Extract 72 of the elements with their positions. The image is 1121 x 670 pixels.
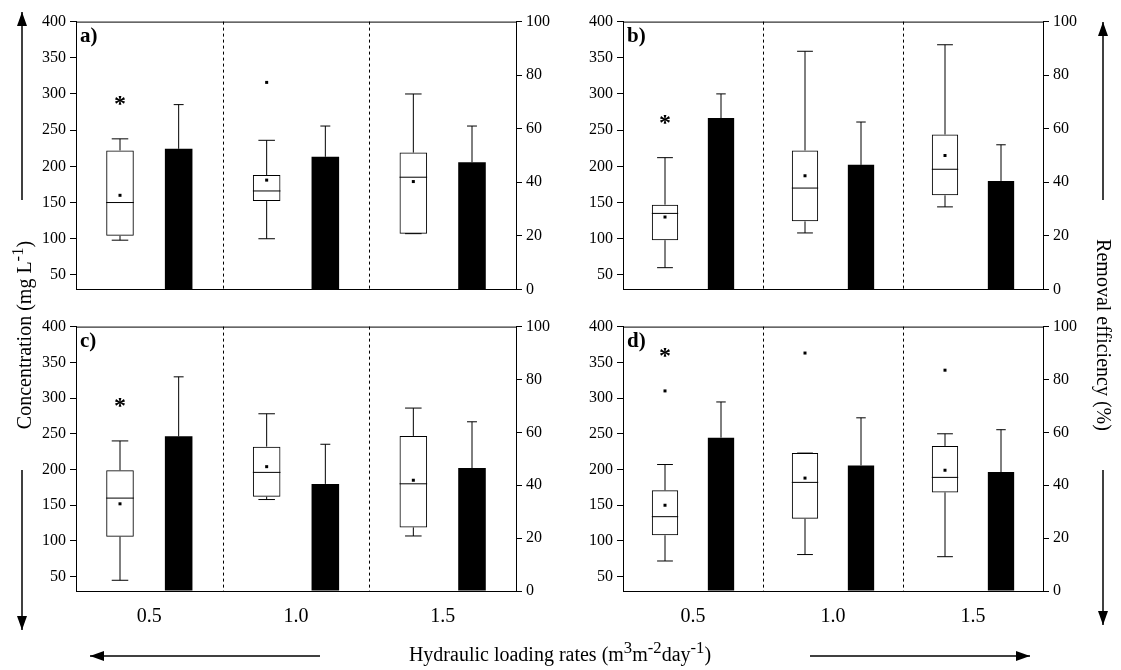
y-tick-label: 350 — [42, 352, 66, 370]
y-tick-label: 50 — [50, 566, 66, 584]
y-tick-label: 250 — [42, 423, 66, 441]
y-tick-label: 100 — [589, 228, 613, 246]
y-tick-label: 250 — [589, 423, 613, 441]
y2-tick-label: 100 — [1053, 316, 1077, 334]
x-axis-title: Hydraulic loading rates (m$^{3}$m$^{-2}$day$^{-1}$) — [408, 638, 712, 666]
y-tick-label: 300 — [589, 388, 613, 406]
annotation: d) — [627, 327, 646, 352]
y2-tick-label: 20 — [1053, 528, 1069, 546]
y-tick-label: 400 — [42, 11, 66, 29]
annotation: * — [659, 108, 671, 135]
y2-tick-label: 40 — [526, 172, 542, 190]
y-tick-label: 150 — [589, 192, 613, 210]
annotation: * — [114, 90, 126, 117]
y-tick-label: 250 — [589, 120, 613, 138]
y-tick-label: 150 — [42, 495, 66, 513]
y2-tick-label: 60 — [1053, 118, 1069, 136]
annotation: * — [114, 392, 126, 419]
y-tick-label: 200 — [42, 459, 66, 477]
y2-tick-label: 80 — [526, 65, 542, 83]
annotation: c) — [80, 327, 97, 352]
y2-tick-label: 0 — [526, 279, 534, 297]
x-tick-label: 0.5 — [136, 604, 162, 627]
y2-tick-label: 40 — [1053, 475, 1069, 493]
y2-tick-label: 100 — [526, 11, 550, 29]
y2-tick-label: 60 — [1053, 422, 1069, 440]
y2-tick-label: 40 — [526, 475, 542, 493]
y2-tick-label: 40 — [1053, 172, 1069, 190]
y2-tick-label: 20 — [1053, 226, 1069, 244]
x-tick-label: 1.5 — [960, 604, 986, 627]
y-tick-label: 200 — [589, 459, 613, 477]
annotation: b) — [627, 22, 646, 47]
y-tick-label: 300 — [42, 388, 66, 406]
y-tick-label: 100 — [42, 531, 66, 549]
y-tick-label: 250 — [42, 120, 66, 138]
y2-tick-label: 60 — [526, 422, 542, 440]
y-tick-label: 400 — [42, 316, 66, 334]
y-tick-label: 200 — [42, 156, 66, 174]
y2-tick-label: 0 — [526, 581, 534, 599]
x-tick-label: 1.5 — [430, 604, 456, 627]
y-tick-label: 50 — [597, 265, 613, 283]
annotation: a) — [80, 22, 98, 47]
y-tick-label: 100 — [42, 228, 66, 246]
y2-tick-label: 20 — [526, 528, 542, 546]
y2-tick-label: 80 — [1053, 65, 1069, 83]
y-tick-label: 150 — [589, 495, 613, 513]
y-tick-label: 400 — [589, 11, 613, 29]
y-tick-label: 150 — [42, 192, 66, 210]
y2-tick-label: 80 — [526, 369, 542, 387]
y2-axis-title: Removal efficiency (%) — [1091, 239, 1115, 431]
y-tick-label: 400 — [589, 316, 613, 334]
y-tick-label: 300 — [42, 84, 66, 102]
y2-tick-label: 60 — [526, 118, 542, 136]
x-tick-label: 1.0 — [283, 604, 309, 627]
y-tick-label: 300 — [589, 84, 613, 102]
y-tick-label: 200 — [589, 156, 613, 174]
y2-tick-label: 0 — [1053, 279, 1061, 297]
y2-tick-label: 80 — [1053, 369, 1069, 387]
y-tick-label: 350 — [42, 47, 66, 65]
y-tick-label: 50 — [50, 265, 66, 283]
y-tick-label: 50 — [597, 566, 613, 584]
x-tick-label: 1.0 — [820, 604, 846, 627]
y2-tick-label: 20 — [526, 226, 542, 244]
y2-tick-label: 100 — [526, 316, 550, 334]
y2-tick-label: 0 — [1053, 581, 1061, 599]
x-tick-label: 0.5 — [680, 604, 706, 627]
y2-tick-label: 100 — [1053, 11, 1077, 29]
y-tick-label: 350 — [589, 352, 613, 370]
y-tick-label: 100 — [589, 531, 613, 549]
y-tick-label: 350 — [589, 47, 613, 65]
annotation: * — [659, 342, 671, 369]
